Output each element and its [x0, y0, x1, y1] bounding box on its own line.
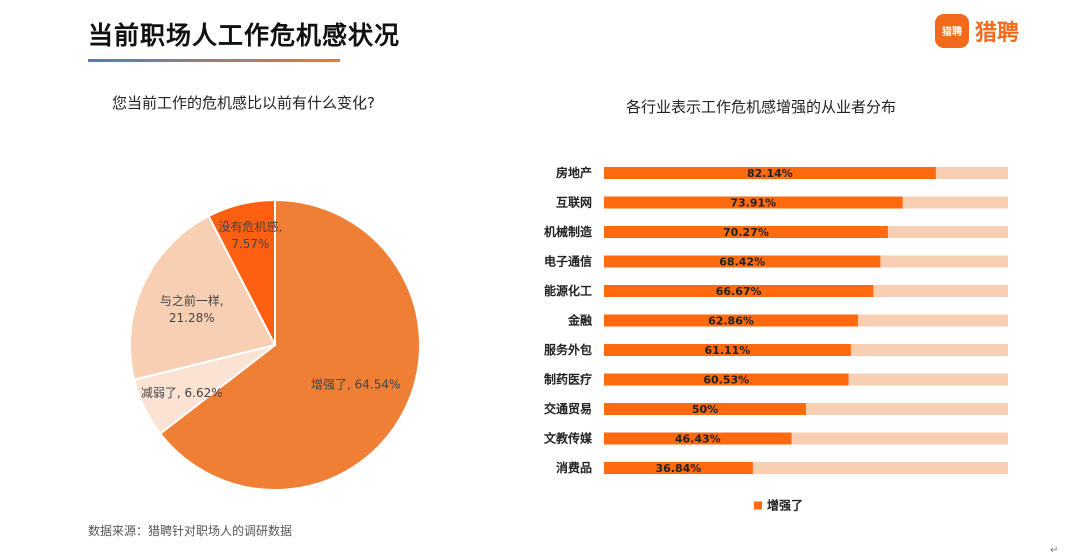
- pie-chart: 增强了, 64.54% 减弱了, 6.62% 与之前一样, 21.28% 没有危机感, 7…: [129, 198, 421, 491]
- pie-slice-strong: [158, 198, 421, 491]
- pie-slice-none: [207, 198, 276, 346]
- bar: [604, 255, 881, 268]
- bar-value-label: 62.86%: [708, 315, 754, 328]
- category-label: 机械制造: [544, 224, 593, 239]
- liepin-logo: 猎聘 猎聘: [935, 14, 1019, 48]
- category-label: 消费品: [556, 460, 592, 475]
- bar-value-label: 73.91%: [730, 197, 776, 210]
- bar-value-label: 68.42%: [719, 256, 765, 269]
- bar-row: 服务外包 61.11%: [544, 342, 1008, 357]
- bar: [604, 314, 858, 327]
- bar: [604, 432, 792, 445]
- bar-row: 交通贸易 50%: [544, 401, 1008, 416]
- category-label: 电子通信: [544, 254, 592, 269]
- bar-row: 电子通信 68.42%: [544, 254, 1008, 269]
- bar-value-label: 70.27%: [723, 226, 769, 239]
- bar-row: 金融 62.86%: [567, 313, 1008, 328]
- bar: [604, 226, 888, 238]
- bar: [604, 285, 874, 297]
- bar-value-label: 60.53%: [703, 374, 749, 387]
- category-label: 能源化工: [544, 283, 592, 298]
- bar-value-label: 36.84%: [656, 462, 702, 475]
- bar-value-label: 82.14%: [747, 167, 793, 180]
- bar-row: 制药医疗 60.53%: [544, 372, 1008, 387]
- bar-row: 互联网 73.91%: [556, 196, 1008, 210]
- pie-label-value: 7.57%: [231, 237, 269, 251]
- logo-mark-text: 猎聘: [942, 27, 962, 38]
- category-label: 制药医疗: [544, 372, 592, 387]
- bar-row: 能源化工 66.67%: [544, 283, 1008, 298]
- pie-label-value: 21.28%: [169, 311, 215, 325]
- bar: [604, 462, 753, 474]
- paragraph-mark: ↵: [1050, 545, 1059, 556]
- bar-value-label: 50%: [692, 403, 718, 416]
- category-label: 房地产: [556, 165, 592, 180]
- chart-legend: 增强了: [754, 498, 803, 513]
- data-source: 数据来源：猎聘针对职场人的调研数据: [88, 524, 293, 538]
- logo-text: 猎聘: [975, 21, 1020, 46]
- bar-row: 机械制造 70.27%: [544, 224, 1008, 239]
- bar-value-label: 66.67%: [716, 285, 762, 298]
- legend-label: 增强了: [767, 498, 803, 513]
- pie-label-name: 没有危机感,: [218, 219, 282, 234]
- bar: [604, 196, 903, 209]
- legend-swatch: [754, 501, 762, 510]
- pie-label: 减弱了, 6.62%: [141, 386, 223, 400]
- category-label: 文教传媒: [544, 431, 593, 446]
- bar-row: 消费品 36.84%: [556, 460, 1008, 475]
- pie-label: 增强了, 64.54%: [311, 378, 400, 392]
- bar-value-label: 46.43%: [675, 433, 721, 446]
- page-title: 当前职场人工作危机感状况: [88, 21, 401, 50]
- bar: [604, 344, 851, 356]
- logo-icon: 猎聘: [935, 14, 969, 48]
- bar-row: 房地产 82.14%: [556, 165, 1008, 180]
- bar-chart-title: 各行业表示工作危机感增强的从业者分布: [626, 98, 897, 116]
- pie-label-name: 与之前一样,: [160, 293, 224, 308]
- bar: [604, 373, 849, 386]
- bar-chart: 房地产 82.14% 互联网 73.91% 机械制造 70.27% 电子通信 68.42% 能源…: [544, 165, 1008, 513]
- bar-value-label: 61.11%: [705, 344, 751, 357]
- category-label: 交通贸易: [544, 401, 592, 416]
- bar: [604, 167, 936, 179]
- title-underline: [88, 59, 340, 62]
- category-label: 互联网: [556, 196, 592, 210]
- pie-chart-title: 您当前工作的危机感比以前有什么变化?: [112, 94, 375, 112]
- category-label: 金融: [567, 313, 592, 328]
- bar-row: 文教传媒 46.43%: [544, 431, 1008, 446]
- pie-slice-same: [129, 214, 277, 381]
- category-label: 服务外包: [544, 342, 592, 357]
- bar: [604, 403, 806, 415]
